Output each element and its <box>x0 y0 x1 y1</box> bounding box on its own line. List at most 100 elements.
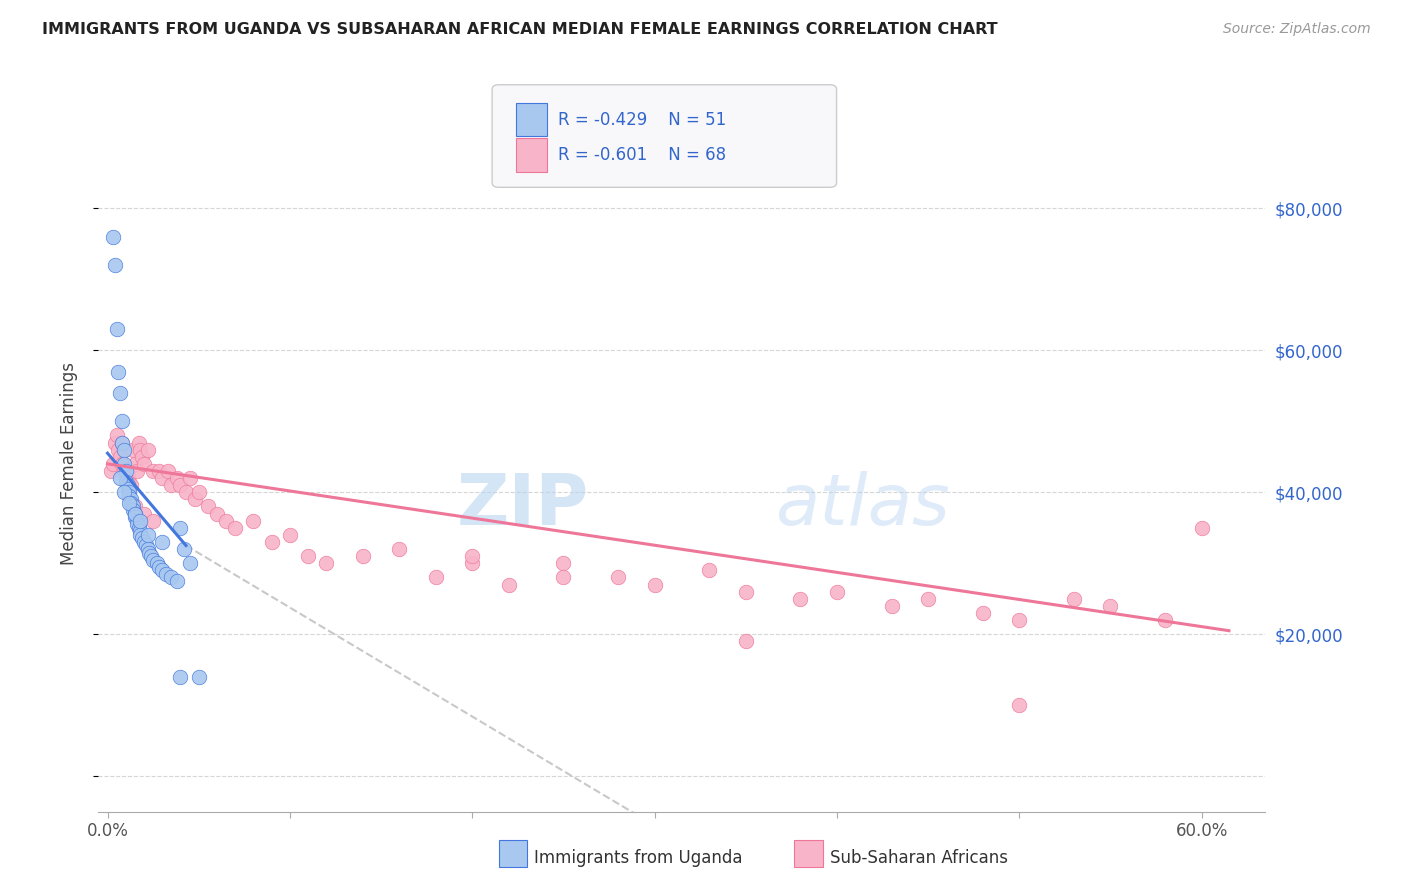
Point <box>352 549 374 563</box>
Point <box>111 414 134 428</box>
Point <box>117 482 139 496</box>
Y-axis label: Median Female Earnings: Median Female Earnings <box>59 362 77 566</box>
Point <box>169 478 191 492</box>
Point <box>148 559 170 574</box>
Point <box>124 457 146 471</box>
Text: atlas: atlas <box>775 471 950 540</box>
Point <box>122 500 145 514</box>
Point <box>1099 599 1122 613</box>
Point <box>132 535 155 549</box>
Point <box>131 450 153 464</box>
Point <box>197 500 219 514</box>
Point <box>917 591 939 606</box>
Point <box>136 542 159 557</box>
Point <box>111 435 134 450</box>
Point <box>1191 521 1213 535</box>
Point <box>179 556 201 570</box>
Point <box>160 570 183 584</box>
Point <box>117 467 139 482</box>
Point <box>124 507 146 521</box>
Point <box>1008 698 1031 713</box>
Point <box>789 591 811 606</box>
Point <box>129 514 152 528</box>
Point <box>166 471 188 485</box>
Point <box>315 556 337 570</box>
Text: IMMIGRANTS FROM UGANDA VS SUBSAHARAN AFRICAN MEDIAN FEMALE EARNINGS CORRELATION : IMMIGRANTS FROM UGANDA VS SUBSAHARAN AFR… <box>42 22 998 37</box>
Point <box>146 556 169 570</box>
Point <box>120 492 142 507</box>
Point <box>136 442 159 457</box>
Point <box>972 606 994 620</box>
Text: R = -0.601    N = 68: R = -0.601 N = 68 <box>558 146 727 164</box>
Point <box>114 471 136 485</box>
Point <box>112 485 135 500</box>
Point <box>110 450 132 464</box>
Point <box>101 229 124 244</box>
Point <box>125 514 148 528</box>
Point <box>278 528 301 542</box>
Point <box>104 435 127 450</box>
Text: Immigrants from Uganda: Immigrants from Uganda <box>534 849 742 867</box>
Point <box>128 435 150 450</box>
Point <box>297 549 319 563</box>
Point <box>110 385 132 400</box>
Point <box>142 464 165 478</box>
Text: Source: ZipAtlas.com: Source: ZipAtlas.com <box>1223 22 1371 37</box>
Point <box>111 435 134 450</box>
Text: Sub-Saharan Africans: Sub-Saharan Africans <box>830 849 1008 867</box>
Point <box>138 545 160 559</box>
Point <box>148 464 170 478</box>
Point <box>179 471 201 485</box>
Text: ZIP: ZIP <box>457 471 589 540</box>
Point <box>150 563 173 577</box>
Point <box>136 528 159 542</box>
Point <box>156 464 179 478</box>
Point <box>125 517 148 532</box>
Point <box>498 577 520 591</box>
Point <box>124 507 146 521</box>
Point <box>111 457 134 471</box>
Point <box>129 442 152 457</box>
Point <box>734 584 756 599</box>
Point <box>174 485 197 500</box>
Point <box>425 570 447 584</box>
Point <box>132 507 155 521</box>
Point <box>124 510 146 524</box>
Point <box>120 496 142 510</box>
Point <box>1063 591 1085 606</box>
Point <box>129 528 152 542</box>
Point <box>118 496 141 510</box>
Point <box>150 471 173 485</box>
Point <box>118 489 141 503</box>
Point <box>461 549 484 563</box>
Point <box>607 570 630 584</box>
Point <box>122 442 145 457</box>
Point <box>122 503 145 517</box>
Point <box>825 584 848 599</box>
Point <box>131 532 153 546</box>
Point <box>112 457 135 471</box>
Point <box>242 514 264 528</box>
Point <box>120 478 142 492</box>
Point <box>553 556 575 570</box>
Point <box>118 485 141 500</box>
Point <box>107 365 129 379</box>
Point <box>1008 613 1031 627</box>
Point <box>110 471 132 485</box>
Point <box>104 258 127 272</box>
Point <box>150 535 173 549</box>
Point <box>388 542 411 557</box>
Point <box>105 322 128 336</box>
Point <box>224 521 246 535</box>
Point <box>461 556 484 570</box>
Text: R = -0.429    N = 51: R = -0.429 N = 51 <box>558 111 727 128</box>
Point <box>114 475 136 489</box>
Point <box>141 549 163 563</box>
Point <box>169 670 191 684</box>
Point <box>142 552 165 566</box>
Point <box>118 475 141 489</box>
Point <box>644 577 666 591</box>
Point <box>160 478 183 492</box>
Point <box>187 485 209 500</box>
Point <box>1154 613 1177 627</box>
